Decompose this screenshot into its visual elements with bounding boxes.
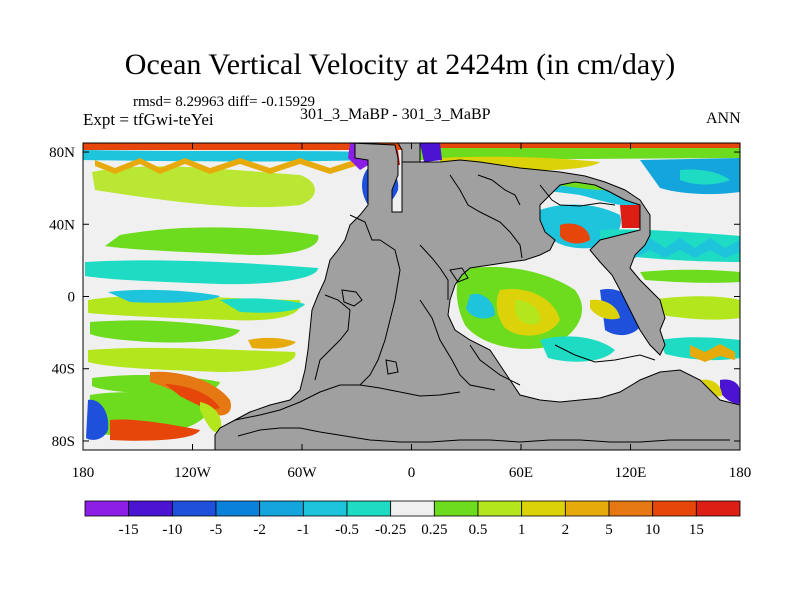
colorbar-swatch (477, 500, 523, 517)
colorbar-swatch (390, 500, 435, 517)
colorbar-label: 5 (605, 522, 613, 538)
axis-ticks: 180 120W 60W 0 60E 120E 180 80N 40N 0 40S 80S (49, 143, 751, 481)
experiment-label: Expt = tfGwi-teYei (83, 110, 214, 129)
colorbar-label: -0.25 (375, 522, 406, 538)
colorbar-swatch (215, 500, 261, 517)
colorbar-swatch (433, 500, 479, 517)
colorbar-label: 2 (562, 522, 570, 538)
y-tick-label: 40S (52, 362, 75, 378)
season-label: ANN (706, 110, 741, 127)
colorbar-swatch (84, 500, 130, 517)
map-area (83, 142, 741, 451)
colorbar-label: 10 (645, 522, 660, 538)
colorbar-swatch (302, 500, 348, 517)
x-tick-label: 180 (72, 465, 95, 481)
land-americas (214, 142, 741, 451)
colorbar-label: -0.5 (335, 522, 359, 538)
comparison-label: 301_3_MaBP - 301_3_MaBP (300, 106, 491, 123)
colorbar-swatch (128, 500, 173, 517)
x-tick-label: 60E (509, 465, 533, 481)
x-tick-label: 120E (615, 465, 647, 481)
chart-title: Ocean Vertical Velocity at 2424m (in cm/… (124, 48, 676, 81)
x-tick-label: 180 (729, 465, 752, 481)
colorbar-swatch (259, 500, 304, 517)
colorbar-swatch (521, 500, 566, 517)
y-tick-label: 80N (49, 145, 75, 161)
x-tick-label: 120W (174, 465, 212, 481)
colorbar-swatch (652, 500, 697, 517)
colorbar-label: -10 (162, 522, 182, 538)
stats-label: rmsd= 8.29963 diff= -0.15929 (133, 94, 316, 110)
colorbar-swatch (608, 500, 654, 517)
colorbar-label: 0.5 (469, 522, 488, 538)
colorbar-label: 15 (689, 522, 704, 538)
colorbar-swatch (564, 500, 610, 517)
colorbar: -15 -10 -5 -2 -1 -0.5 -0.25 0.25 0.5 1 2 5 10 15 (84, 500, 741, 538)
coastlines (234, 174, 730, 443)
y-tick-label: 40N (49, 217, 75, 233)
colorbar-swatch (346, 500, 392, 517)
y-tick-label: 80S (52, 434, 75, 450)
y-tick-label: 0 (68, 290, 76, 306)
colorbar-label: -2 (253, 522, 266, 538)
colorbar-swatch (171, 500, 217, 517)
x-tick-label: 0 (408, 465, 416, 481)
colorbar-label: -15 (119, 522, 139, 538)
x-tick-label: 60W (287, 465, 317, 481)
colorbar-label: -5 (210, 522, 223, 538)
colorbar-label: -1 (297, 522, 310, 538)
colorbar-swatch (695, 500, 741, 517)
colorbar-label: 1 (518, 522, 526, 538)
colorbar-label: 0.25 (421, 522, 447, 538)
